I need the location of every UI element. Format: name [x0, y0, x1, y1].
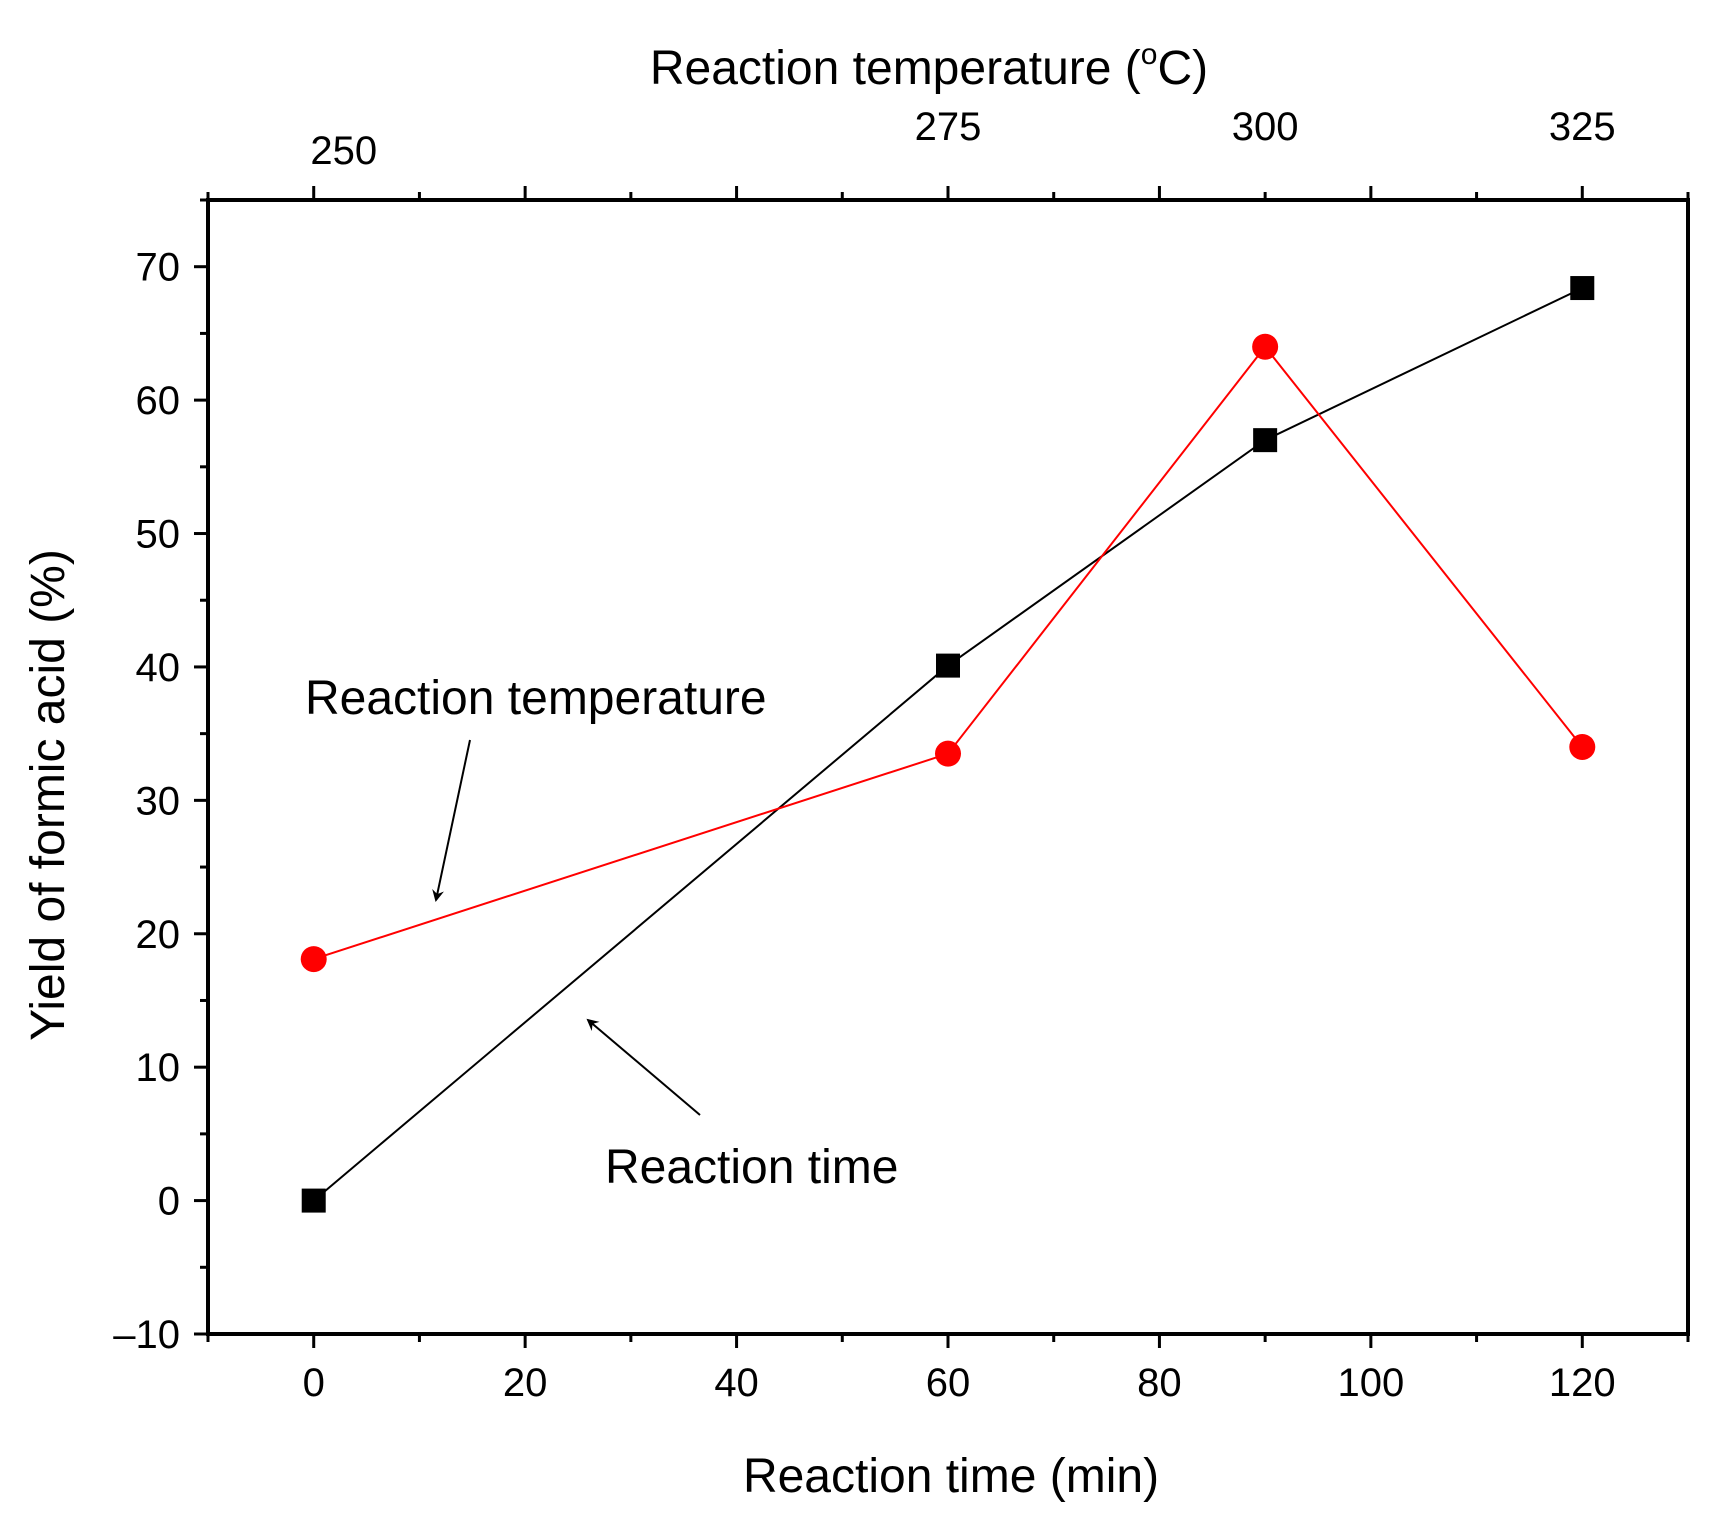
- series-line-time: [313, 287, 1583, 1202]
- axis-ticks: 0 20 40 60 80 100 120 250 275 300 325 –10 0 10 20 30 40 5…: [113, 105, 1690, 1405]
- annotation-arrow-temperature: [432, 739, 471, 902]
- data-point-time: [1570, 276, 1595, 301]
- x-axis-title: Reaction time (min): [743, 1450, 1159, 1503]
- series-line-temperature: [313, 345, 1584, 961]
- x2-tick-label: 250: [310, 129, 377, 173]
- x-tick-label: 60: [926, 1361, 971, 1405]
- annotation-reaction-temperature: Reaction temperature: [305, 672, 767, 725]
- x-tick-label: 20: [503, 1361, 548, 1405]
- series-lines: [313, 287, 1584, 1202]
- data-point-temperature: [1569, 733, 1596, 760]
- plot-area-frame: [206, 198, 1690, 1336]
- x2-axis-title: Reaction temperature (oC): [650, 38, 1208, 95]
- data-point-time: [1253, 428, 1278, 453]
- annotation-reaction-time: Reaction time: [605, 1141, 898, 1194]
- x-tick-label: 40: [714, 1361, 759, 1405]
- y-tick-label: 20: [136, 913, 181, 957]
- x-tick-label: 100: [1337, 1361, 1404, 1405]
- data-point-temperature: [935, 740, 961, 767]
- y-axis-title: Yield of formic acid (%): [22, 549, 75, 1041]
- y-tick-label: 40: [136, 646, 181, 690]
- x-tick-label: 80: [1137, 1361, 1182, 1405]
- data-point-temperature: [1252, 333, 1279, 360]
- y-tick-label: –10: [113, 1313, 180, 1357]
- x2-tick-label: 325: [1549, 105, 1616, 149]
- y-tick-label: 70: [136, 246, 181, 290]
- data-point-time: [936, 653, 960, 678]
- x-tick-label: 0: [303, 1361, 325, 1405]
- y-tick-label: 60: [136, 379, 181, 423]
- annotation-arrow-time: [586, 1018, 701, 1116]
- x-tick-label: 120: [1549, 1361, 1616, 1405]
- x2-tick-label: 275: [915, 105, 982, 149]
- y-tick-label: 10: [136, 1046, 181, 1090]
- data-point-time: [301, 1188, 326, 1213]
- x2-tick-label: 300: [1232, 105, 1299, 149]
- y-tick-label: 50: [136, 513, 181, 557]
- y-tick-label: 0: [158, 1180, 180, 1224]
- y-tick-label: 30: [136, 779, 181, 823]
- series-markers: [300, 276, 1596, 1213]
- data-point-temperature: [300, 946, 327, 973]
